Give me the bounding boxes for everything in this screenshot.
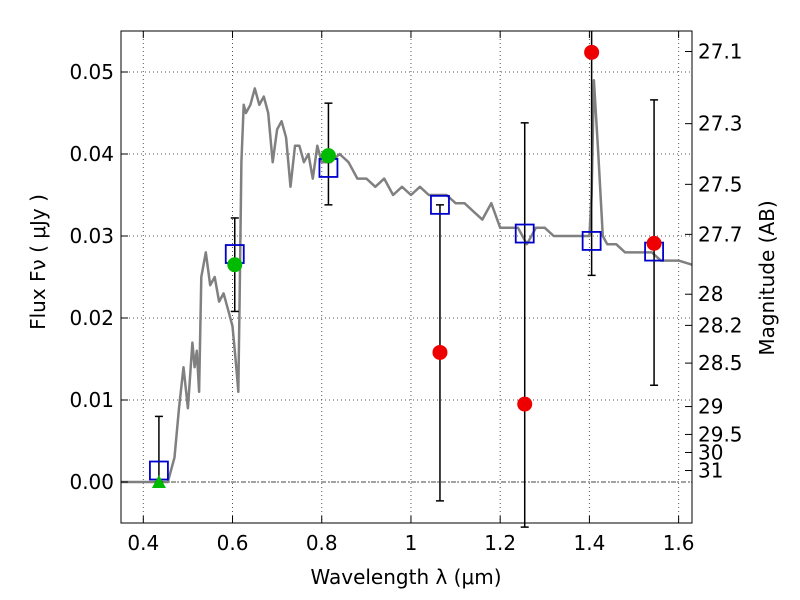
- ticks-layer: 0.4 0.6 0.8 1 1.2 1.4 1.6 0.00 0.01 0.02 0.03 0.04 0…: [69, 31, 743, 555]
- y2-tick-label-7: 29: [698, 395, 723, 419]
- observed-point-1: [227, 257, 243, 273]
- observed-point-6: [646, 235, 662, 251]
- observed-point-2: [320, 148, 336, 164]
- y-tick-label-1: 0.01: [69, 388, 114, 412]
- y2-tick-label-0: 27.1: [698, 40, 743, 64]
- y-tick-label-2: 0.02: [69, 306, 114, 330]
- y-tick-label-5: 0.05: [69, 60, 114, 84]
- x-tick-label-3: 1: [405, 531, 418, 555]
- y-tick-label-4: 0.04: [69, 142, 114, 166]
- x-tick-label-0: 0.4: [127, 531, 159, 555]
- y2-tick-label-3: 27.7: [698, 222, 743, 246]
- x-tick-label-1: 0.6: [217, 531, 249, 555]
- x-axis-label: Wavelength λ (μm): [310, 565, 501, 589]
- model-point-4: [514, 223, 535, 244]
- x-tick-label-2: 0.8: [306, 531, 338, 555]
- y2-tick-label-8: 29.5: [698, 422, 743, 446]
- y2-axis-label: Magnitude (AB): [755, 200, 779, 355]
- y-tick-label-0: 0.00: [69, 470, 114, 494]
- x-tick-label-5: 1.4: [573, 531, 605, 555]
- y2-tick-label-10: 31: [698, 459, 723, 483]
- y2-tick-label-6: 28.5: [698, 351, 743, 375]
- y2-tick-label-2: 27.5: [698, 172, 743, 196]
- x-tick-label-4: 1.2: [484, 531, 516, 555]
- y-tick-label-3: 0.03: [69, 224, 114, 248]
- model-point-5: [581, 231, 602, 251]
- observed-point-3: [432, 344, 448, 360]
- y2-tick-label-9: 30: [698, 440, 723, 464]
- y2-tick-label-1: 27.3: [698, 112, 743, 136]
- x-tick-label-6: 1.6: [663, 531, 695, 555]
- model-point-3: [430, 194, 450, 215]
- observed-point-4: [517, 396, 533, 412]
- y2-tick-label-5: 28.2: [698, 313, 743, 337]
- plot-frame: [120, 30, 693, 524]
- y2-tick-label-4: 28: [698, 282, 723, 306]
- y-axis-label: Flux Fν ( μJy ): [26, 194, 50, 330]
- observed-upper-limit-0: [151, 475, 166, 488]
- points-layer: [149, 44, 664, 488]
- observed-point-5: [584, 44, 600, 60]
